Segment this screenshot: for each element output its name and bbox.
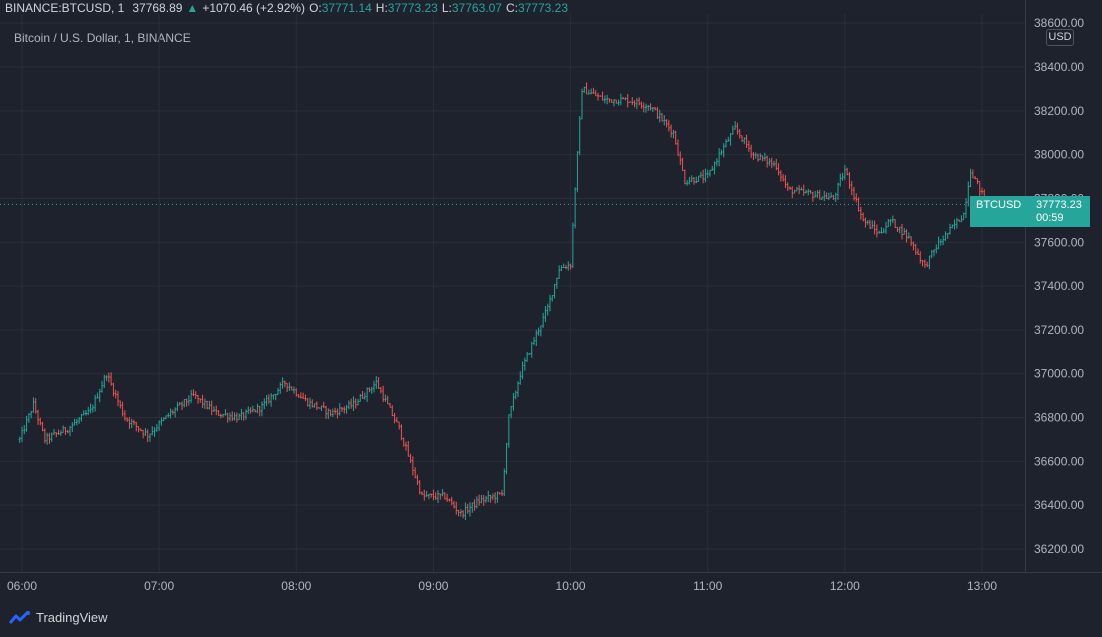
y-tick-label: 37000.00 [1034,367,1084,381]
tradingview-logo-icon [8,610,30,624]
x-tick-label: 13:00 [967,579,997,593]
x-tick-label: 06:00 [7,579,37,593]
y-tick-label: 37400.00 [1034,279,1084,293]
currency-badge[interactable]: USD [1046,29,1074,46]
close-value: 37773.23 [517,1,568,15]
close-label: C: [505,1,518,15]
price-tag-countdown: 00:59 [1036,212,1064,224]
y-tick-label: 37200.00 [1034,323,1084,337]
price-tag-price: 37773.23 [1036,199,1082,211]
low-label: L: [441,1,452,15]
y-tick-label: 36400.00 [1034,498,1084,512]
low-value: 37763.07 [451,1,502,15]
branding-text: TradingView [36,610,108,625]
y-tick-label: 38600.00 [1034,16,1084,30]
chart-subtitle: Bitcoin / U.S. Dollar, 1, BINANCE [14,31,191,45]
y-tick-label: 36200.00 [1034,542,1084,556]
x-tick-label: 12:00 [830,579,860,593]
ohlc-header: BINANCE:BTCUSD, 1 37768.89 ▲ +1070.46 (+… [5,0,568,16]
x-tick-label: 10:00 [556,579,586,593]
y-tick-label: 38000.00 [1034,148,1084,162]
y-tick-label: 36800.00 [1034,411,1084,425]
price-tag-symbol: BTCUSD [976,199,1022,211]
y-tick-label: 38200.00 [1034,104,1084,118]
y-tick-label: 38400.00 [1034,60,1084,74]
x-tick-label: 09:00 [418,579,448,593]
symbol-label[interactable]: BINANCE:BTCUSD, 1 [5,1,125,15]
x-tick-label: 07:00 [144,579,174,593]
high-value: 37773.23 [387,1,438,15]
y-tick-label: 37600.00 [1034,235,1084,249]
x-tick-label: 11:00 [693,579,722,593]
high-label: H: [375,1,388,15]
y-tick-label: 36600.00 [1034,454,1084,468]
last-price-tag: BTCUSD 37773.23 00:59 [970,196,1090,227]
x-tick-label: 08:00 [281,579,311,593]
change-arrow-icon: ▲ [186,1,199,15]
change-value: +1070.46 (+2.92%) [202,1,306,15]
tradingview-logo[interactable]: TradingView [8,610,108,625]
open-value: 37771.14 [321,1,372,15]
last-price: 37768.89 [132,1,183,15]
open-label: O: [309,1,322,15]
